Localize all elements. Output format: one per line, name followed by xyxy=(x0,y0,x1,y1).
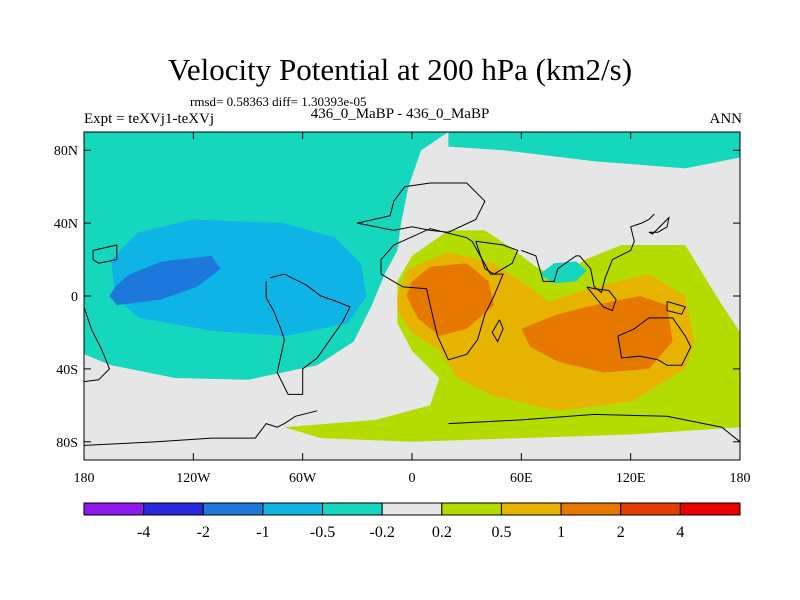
y-tick-label: 0 xyxy=(71,290,78,305)
colorbar-label: -0.2 xyxy=(370,524,395,541)
case-comparison-subtitle: 436_0_MaBP - 436_0_MaBP xyxy=(310,106,490,122)
contour-fill-layer xyxy=(84,132,740,460)
coastline-7 xyxy=(491,319,504,343)
coastline-13 xyxy=(648,216,670,235)
colorbar-label: 1 xyxy=(557,524,565,541)
coastline-4 xyxy=(357,182,486,233)
colorbar-swatch xyxy=(620,502,681,516)
colorbar-label: 0.5 xyxy=(491,524,511,541)
colorbar-swatch xyxy=(441,502,502,516)
colorbar-swatch xyxy=(381,502,443,516)
y-tick-label: 80N xyxy=(54,144,78,159)
colorbar-swatch xyxy=(679,502,741,516)
colorbar-swatch xyxy=(143,502,204,516)
x-tick-label: 120E xyxy=(616,471,646,486)
coastline-10 xyxy=(586,286,617,312)
colorbar-swatch xyxy=(500,502,562,516)
y-tick-label: 40S xyxy=(56,363,78,378)
x-tick-label: 0 xyxy=(409,471,416,486)
colorbar-label: -4 xyxy=(137,524,150,541)
colorbar-swatch xyxy=(322,502,383,516)
y-tick-label: 40N xyxy=(54,217,78,232)
contour-region-indian-ocean-core xyxy=(521,296,673,373)
coastline-5 xyxy=(380,228,504,361)
contour-region-west-pacific-core xyxy=(109,255,221,306)
coastline-layer xyxy=(84,182,740,446)
x-tick-label: 60W xyxy=(289,471,317,486)
x-tick-label: 180 xyxy=(74,471,95,486)
colorbar-label: 2 xyxy=(617,524,625,541)
contour-region-arctic-cyan-strip xyxy=(448,132,740,169)
colorbar-swatch xyxy=(83,502,145,516)
contour-region-north-pacific-cyan-blob xyxy=(539,261,587,284)
coastline-9 xyxy=(617,317,692,366)
y-tick-label: 80S xyxy=(56,436,78,451)
colorbar: -4 -2 -1 -0.5 -0.2 0.2 0.5 1 2 4 xyxy=(83,502,741,541)
contour-region-west-pacific-blue-low xyxy=(111,219,367,337)
colorbar-label: 0.2 xyxy=(432,524,452,541)
colorbar-swatch xyxy=(202,502,264,516)
colorbar-label: 4 xyxy=(676,524,684,541)
coastline-12 xyxy=(448,413,740,443)
contour-region-africa-core xyxy=(406,263,494,337)
x-tick-label: 180 xyxy=(730,471,751,486)
chart-title: Velocity Potential at 200 hPa (km2/s) xyxy=(167,52,633,87)
colorbar-label: -1 xyxy=(256,524,269,541)
coastline-6 xyxy=(475,240,519,275)
colorbar-label: -0.5 xyxy=(310,524,335,541)
colorbar-swatch xyxy=(560,502,622,516)
coastline-1 xyxy=(92,244,118,264)
coastline-0 xyxy=(84,306,111,383)
x-tick-label: 120W xyxy=(176,471,211,486)
colorbar-swatch xyxy=(262,502,324,516)
experiment-label: Expt = teXVj1-teXVj xyxy=(84,111,215,127)
coastline-3 xyxy=(265,273,351,395)
coastline-11 xyxy=(666,301,687,315)
rmsd-diff-stats: rmsd= 0.58363 diff= 1.30393e-05 xyxy=(190,94,367,109)
contour-region-small-blue-spot xyxy=(297,261,305,269)
coastline-2 xyxy=(84,410,318,446)
season-label: ANN xyxy=(709,111,743,127)
axes-layer: 180 120W 60W 0 60E 120E 180 80N 40N 0 40S 80S xyxy=(54,132,751,486)
colorbar-label: -2 xyxy=(197,524,210,541)
x-tick-label: 60E xyxy=(510,471,533,486)
